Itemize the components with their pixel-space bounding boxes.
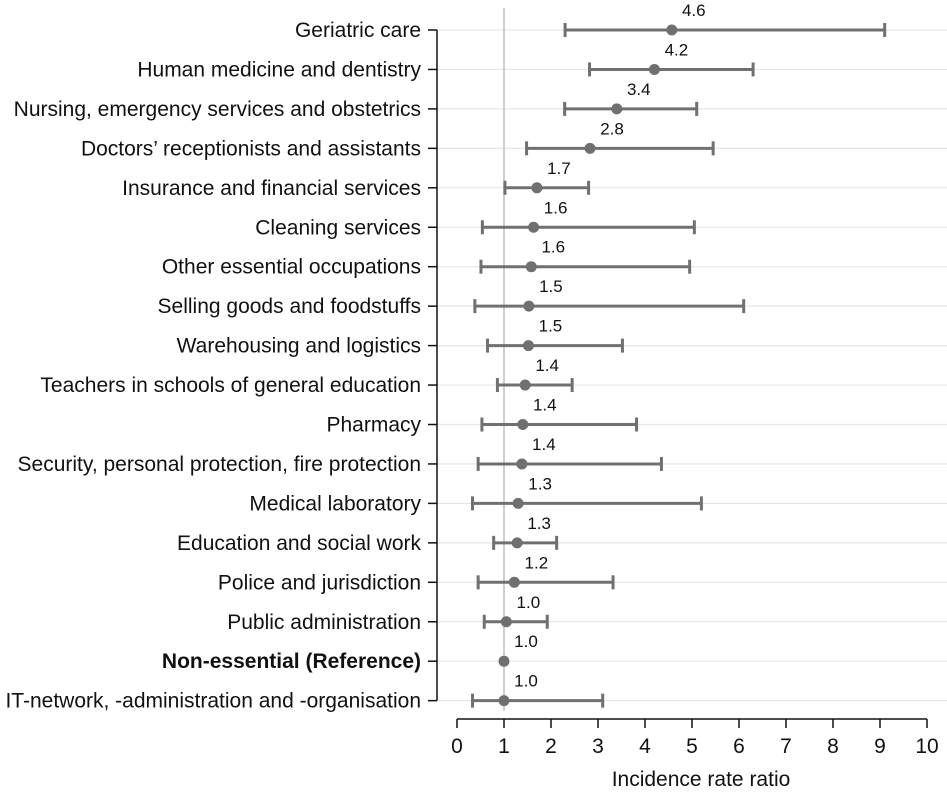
point-estimate <box>522 340 534 352</box>
x-tick-label: 0 <box>451 735 463 758</box>
axes: 0 1 2 3 4 5 6 7 8 9 10 <box>428 29 939 758</box>
x-tick-label: 9 <box>874 735 886 758</box>
point-estimate <box>525 261 537 273</box>
point-estimate <box>498 695 510 707</box>
category-label: Security, personal protection, fire prot… <box>18 453 421 476</box>
point-estimate <box>528 221 540 233</box>
category-label: Nursing, emergency services and obstetri… <box>14 98 421 121</box>
value-label: 1.5 <box>539 317 563 336</box>
value-label: 1.5 <box>539 277 563 296</box>
x-tick-label: 6 <box>733 735 745 758</box>
x-tick-label: 2 <box>545 735 557 758</box>
data-marks: 4.6 4.2 3.4 2.8 1.7 1.6 1.6 1.5 1.5 1.4 1.4 1.4 1.3 1… <box>471 1 887 708</box>
value-label: 4.2 <box>665 40 689 59</box>
point-estimate <box>508 576 520 588</box>
grid-lines <box>437 29 947 702</box>
point-estimate <box>611 103 623 115</box>
category-label: Selling goods and foodstuffs <box>158 295 421 318</box>
point-estimate <box>584 142 596 154</box>
category-label: Non-essential (Reference) <box>162 650 421 673</box>
value-label: 4.6 <box>682 1 706 20</box>
category-label: Human medicine and dentistry <box>137 58 421 81</box>
category-label: Other essential occupations <box>162 256 421 279</box>
point-estimate <box>531 182 543 194</box>
category-label: Education and social work <box>177 532 421 555</box>
category-label: Public administration <box>227 611 421 634</box>
category-label: Warehousing and logistics <box>177 335 421 358</box>
category-label: Police and jurisdiction <box>218 571 421 594</box>
point-estimate <box>500 616 512 628</box>
value-label: 1.0 <box>514 672 538 691</box>
category-label: Teachers in schools of general education <box>40 374 421 397</box>
point-estimate <box>498 655 510 667</box>
point-estimate <box>523 300 535 312</box>
x-tick-label: 3 <box>592 735 604 758</box>
category-label: Pharmacy <box>326 414 421 437</box>
value-label: 1.4 <box>533 396 557 415</box>
point-estimate <box>648 63 660 75</box>
x-tick-label: 7 <box>780 735 792 758</box>
value-label: 3.4 <box>627 80 651 99</box>
value-label: 1.2 <box>525 553 549 572</box>
point-estimate <box>666 24 678 36</box>
point-estimate <box>519 379 531 391</box>
category-label: Cleaning services <box>255 216 421 239</box>
point-estimate <box>512 497 524 509</box>
value-label: 1.4 <box>532 435 556 454</box>
value-label: 1.6 <box>541 238 565 257</box>
category-label: Insurance and financial services <box>122 177 421 200</box>
category-label: Doctors’ receptionists and assistants <box>81 137 421 160</box>
value-label: 1.0 <box>517 593 541 612</box>
x-tick-label: 8 <box>827 735 839 758</box>
x-tick-label: 1 <box>498 735 510 758</box>
x-tick-label: 5 <box>686 735 698 758</box>
value-label: 2.8 <box>600 119 624 138</box>
x-tick-label: 4 <box>639 735 651 758</box>
value-label: 1.3 <box>528 474 552 493</box>
x-tick-label: 10 <box>915 735 938 758</box>
value-label: 1.6 <box>544 198 568 217</box>
category-label: IT-network, -administration and -organis… <box>5 690 421 713</box>
point-estimate <box>517 419 529 430</box>
value-label: 1.3 <box>527 514 551 533</box>
value-label: 1.0 <box>514 632 538 651</box>
point-estimate <box>516 458 528 470</box>
value-label: 1.4 <box>535 356 559 375</box>
category-label: Medical laboratory <box>249 492 421 515</box>
category-labels: Geriatric care Human medicine and dentist… <box>5 19 421 713</box>
point-estimate <box>511 537 523 549</box>
category-label: Geriatric care <box>295 19 421 42</box>
value-label: 1.7 <box>547 159 571 178</box>
x-axis-title: Incidence rate ratio <box>612 768 791 791</box>
